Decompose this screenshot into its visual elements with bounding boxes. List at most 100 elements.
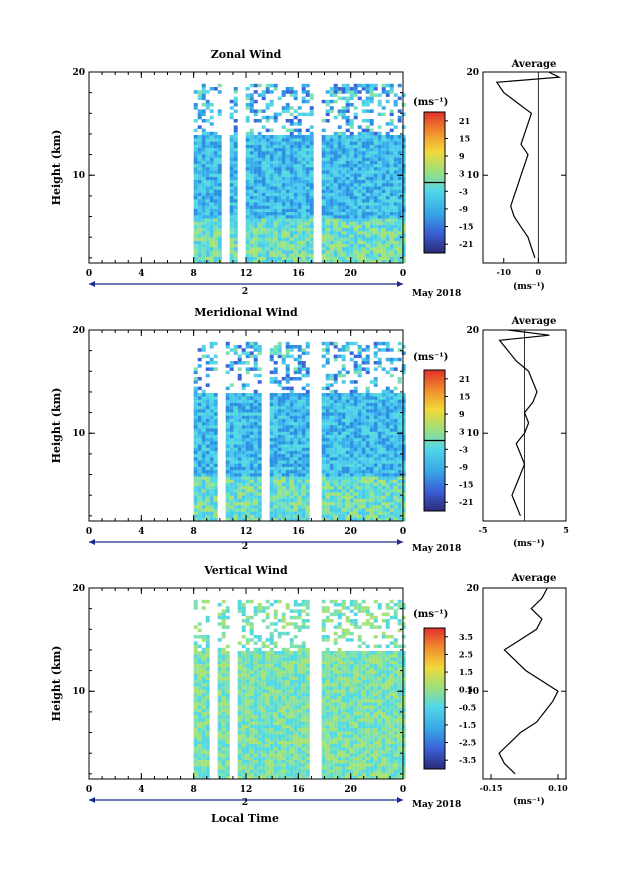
heatmap-cell [389,195,394,200]
heatmap-cell [365,450,370,455]
heatmap-cell [345,437,350,442]
heatmap-cell [329,428,334,432]
heatmap-cell [353,93,358,97]
heatmap-cell [205,673,210,677]
heatmap-cell [273,421,278,426]
heatmap-cell [301,361,306,365]
heatmap-cell [229,412,234,416]
heatmap-cell [293,457,298,461]
heatmap-cell [349,247,354,251]
heatmap-cell [301,179,306,184]
heatmap-cell [337,421,342,426]
heatmap-cell [373,469,378,474]
heatmap-cell [233,157,238,161]
heatmap-cell [253,208,258,213]
heatmap-cell [201,708,206,713]
heatmap-cell [193,759,198,764]
heatmap-cell [233,253,238,257]
heatmap-cell [357,211,362,216]
heatmap-cell [297,186,302,190]
heatmap-cell [213,173,218,177]
heatmap-cell [197,237,202,241]
y-axis-label: Height (km) [50,388,63,464]
heatmap-cell [401,508,406,512]
heatmap-cell [305,186,310,190]
heatmap-cell [269,247,274,251]
heatmap-cell [349,192,354,197]
heatmap-cell [201,663,206,668]
heatmap-cell [369,447,374,451]
heatmap-cell [229,211,234,216]
heatmap-cell [297,463,302,467]
heatmap-cell [401,450,406,455]
heatmap-cell [205,599,210,604]
heatmap-cell [349,135,354,139]
heatmap-cell [393,508,398,512]
heatmap-cell [341,183,346,187]
heatmap-cell [233,460,238,464]
heatmap-cell [201,731,206,735]
heatmap-cell [309,163,314,168]
heatmap-cell [305,112,310,117]
heatmap-cell [245,256,250,261]
heatmap-cell [241,763,246,767]
heatmap-cell [233,176,238,181]
heatmap-cell [389,505,394,509]
heatmap-cell [365,463,370,467]
heatmap-cell [253,495,258,499]
heatmap-cell [329,167,334,171]
heatmap-cell [245,444,250,448]
heatmap-cell [401,492,406,496]
heatmap-cell [285,364,290,368]
heatmap-cell [273,511,278,515]
heatmap-cell [241,759,246,764]
heatmap-cell [369,482,374,487]
heatmap-cell [221,692,226,697]
heatmap-cell [201,441,206,445]
heatmap-cell [281,428,286,432]
heatmap-cell [197,90,202,94]
heatmap-cell [365,96,370,101]
heatmap-cell [341,231,346,235]
heatmap-cell [225,508,230,512]
heatmap-cell [257,396,262,400]
heatmap-cell [217,189,222,193]
heatmap-cell [193,702,198,706]
heatmap-cell [401,259,406,264]
heatmap-cell [349,380,354,384]
heatmap-cell [293,453,298,458]
heatmap-cell [217,750,222,754]
heatmap-cell [385,425,390,429]
heatmap-cell [201,699,206,703]
heatmap-cell [337,247,342,251]
heatmap-cell [197,377,202,381]
heatmap-cell [357,186,362,190]
heatmap-cell [237,418,242,423]
heatmap-cell [329,243,334,248]
heatmap-cell [225,415,230,419]
heatmap-cell [345,348,350,352]
heatmap-cell [381,447,386,451]
heatmap-cell [333,466,338,471]
heatmap-cell [297,361,302,365]
heatmap-cell [381,434,386,439]
heatmap-cell [213,428,218,432]
heatmap-cell [301,199,306,203]
heatmap-cell [253,357,258,362]
heatmap-cell [401,215,406,219]
heatmap-cell [193,766,198,770]
heatmap-cell [257,489,262,493]
heatmap-cell [201,514,206,519]
heatmap-cell [237,457,242,461]
heatmap-cell [197,479,202,483]
heatmap-cell [237,740,242,745]
heatmap-cell [321,163,326,168]
heatmap-cell [257,348,262,352]
heatmap-cell [401,186,406,190]
heatmap-cell [385,469,390,474]
heatmap-cell [197,240,202,245]
heatmap-cell [209,195,214,200]
heatmap-cell [205,721,210,725]
heatmap-cell [329,441,334,445]
